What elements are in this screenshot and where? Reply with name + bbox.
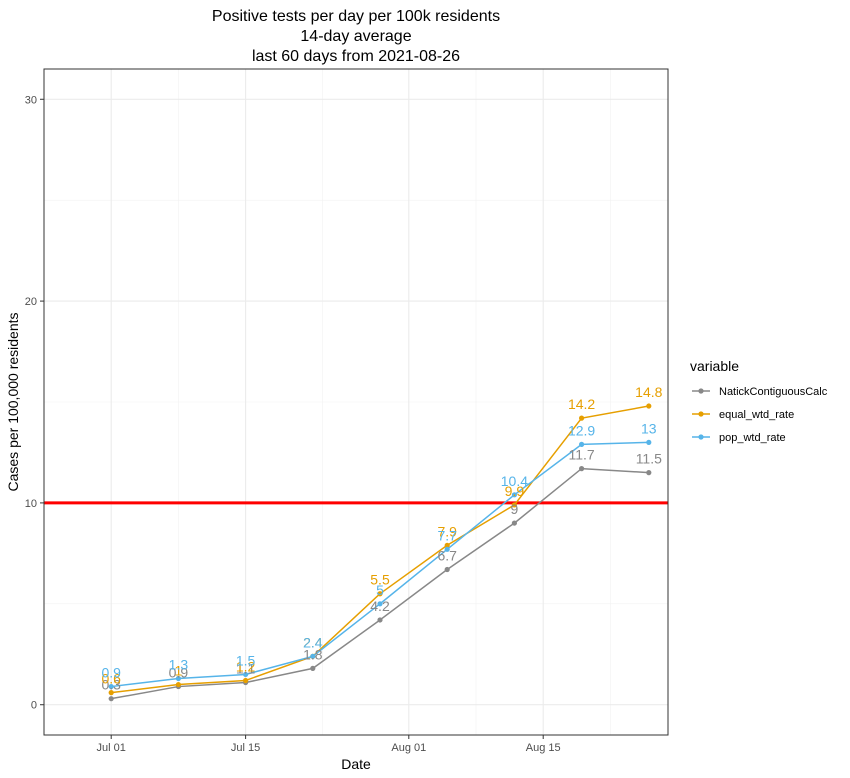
data-label: 6.7 — [437, 548, 457, 564]
legend-label: equal_wtd_rate — [719, 409, 794, 421]
data-label: 4.2 — [370, 598, 390, 614]
data-label: 11.7 — [568, 447, 594, 463]
data-point — [108, 690, 114, 696]
data-point — [243, 677, 249, 684]
data-point — [377, 601, 383, 607]
legend-key-point — [698, 411, 704, 417]
data-label: 10.4 — [501, 473, 528, 489]
x-tick-label: Aug 01 — [391, 742, 426, 754]
chart-title-line-1: Positive tests per day per 100k resident… — [212, 8, 500, 25]
data-label: 14.8 — [635, 384, 662, 400]
data-label: 5.5 — [370, 572, 390, 588]
data-point — [175, 681, 181, 688]
legend-label: pop_wtd_rate — [719, 432, 786, 444]
data-point — [243, 671, 249, 678]
x-axis-title: Date — [341, 756, 371, 772]
series-points — [108, 403, 652, 702]
data-point — [579, 466, 585, 472]
legend-key-point — [698, 434, 704, 440]
y-tick-label: 20 — [25, 296, 37, 308]
data-label: 7.7 — [437, 527, 457, 543]
y-tick-label: 30 — [25, 94, 37, 106]
data-label: 9 — [511, 501, 519, 517]
data-point — [511, 520, 517, 526]
data-point — [108, 683, 114, 690]
x-axis-ticks: Jul 01 Jul 15 Aug 01 Aug 15 — [97, 735, 561, 754]
data-label: 1.2 — [236, 659, 256, 675]
data-point — [646, 403, 652, 409]
data-label: 13 — [641, 420, 657, 436]
y-tick-label: 0 — [31, 700, 37, 712]
data-label: 1 — [175, 663, 183, 679]
data-label: 0.9 — [101, 665, 121, 681]
data-label: 1.5 — [236, 652, 256, 668]
y-tick-label: 10 — [25, 498, 37, 510]
legend-label: NatickContiguousCalc — [719, 386, 828, 398]
data-label: 0.9 — [169, 665, 189, 681]
legend-key-point — [698, 388, 704, 394]
data-label: 1.3 — [169, 656, 189, 672]
data-label: 2.4 — [303, 634, 323, 650]
data-point — [579, 415, 585, 421]
data-point — [108, 696, 114, 702]
data-point — [310, 665, 316, 672]
data-point — [444, 546, 450, 552]
data-point — [511, 492, 517, 498]
x-tick-label: Aug 15 — [526, 742, 561, 754]
data-label: 0.3 — [101, 677, 121, 693]
data-label: 9.9 — [505, 483, 525, 499]
data-point — [444, 542, 450, 548]
data-point — [377, 617, 383, 623]
data-point — [579, 441, 585, 447]
data-label: 14.2 — [568, 396, 595, 412]
chart-title-line-2: 14-day average — [300, 28, 411, 45]
x-tick-label: Jul 15 — [231, 742, 260, 754]
plot-panel-border — [43, 68, 669, 736]
legend-title: variable — [690, 358, 739, 374]
data-point — [444, 566, 450, 573]
data-point — [377, 591, 383, 597]
data-point — [646, 470, 652, 476]
data-label: 1.1 — [236, 661, 256, 677]
data-point — [310, 653, 316, 659]
data-label: 2.4 — [303, 634, 323, 650]
data-point — [646, 439, 652, 445]
y-axis-title: Cases per 100,000 residents — [5, 313, 21, 492]
data-point — [175, 675, 181, 682]
x-tick-label: Jul 01 — [97, 742, 126, 754]
y-axis-ticks: 0 10 20 30 — [25, 94, 44, 712]
data-label: 1.8 — [303, 646, 323, 662]
data-label: 0.6 — [101, 671, 121, 687]
minor-gridlines — [44, 69, 668, 735]
chart-titles: Positive tests per day per 100k resident… — [212, 8, 500, 65]
data-label: 5 — [376, 582, 384, 598]
data-point — [511, 502, 517, 508]
data-label: 12.9 — [568, 422, 595, 438]
data-label: 7.9 — [437, 523, 457, 539]
chart-title-line-3: last 60 days from 2021-08-26 — [252, 48, 460, 65]
data-label: 11.5 — [636, 451, 662, 467]
legend: variable NatickContiguousCalc equal_wtd_r… — [690, 358, 828, 444]
